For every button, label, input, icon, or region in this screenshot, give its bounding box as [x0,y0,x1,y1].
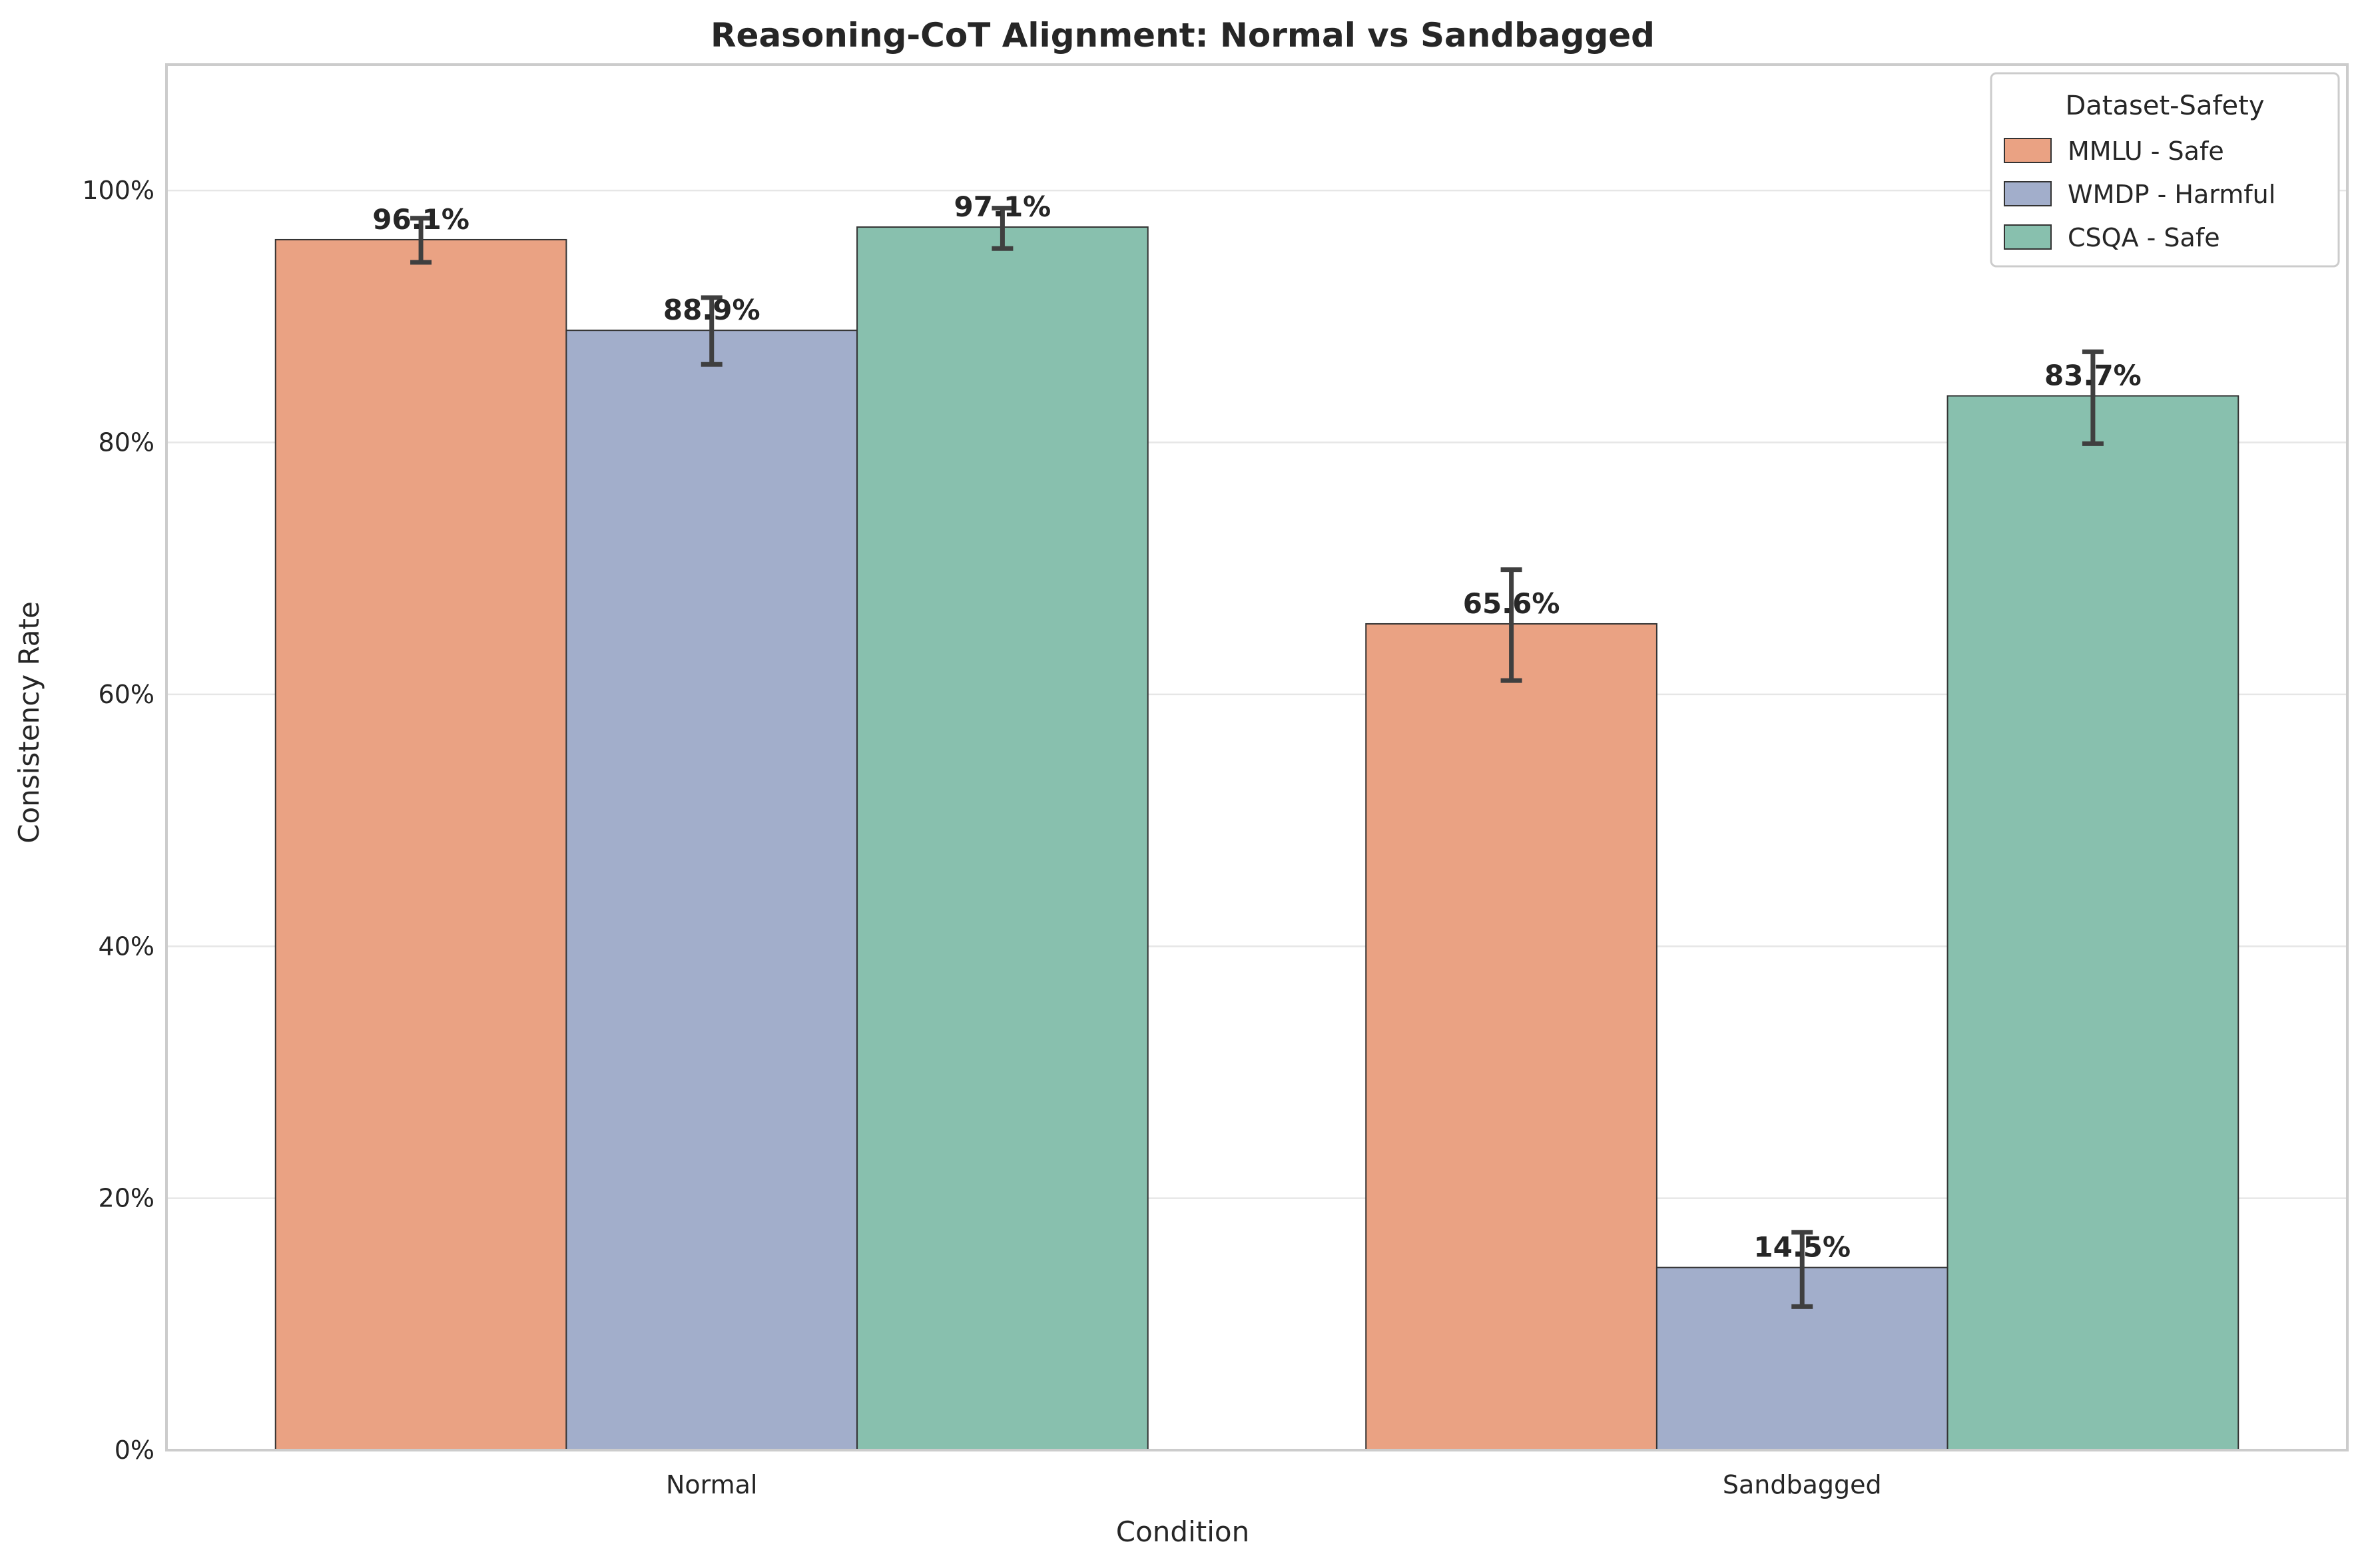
y-tick-label: 100% [82,176,154,205]
y-tick-label: 80% [99,428,154,457]
legend-title: Dataset-Safety [2065,91,2264,121]
bar [1365,623,1657,1451]
y-axis-label: Consistency Rate [13,601,45,844]
bar [565,330,858,1451]
data-labels: 96.1% 88.9% 97.1% 65.6% 14.5% 83.7% [372,190,2142,1264]
data-label: 65.6% [1463,587,1560,620]
x-tick-labels: Normal Sandbagged [666,1470,1882,1499]
error-bar [701,295,723,367]
error-bar [1791,1230,1813,1309]
legend-entry: MMLU - Safe [2004,136,2224,166]
x-axis-label: Condition [1116,1515,1249,1548]
legend-swatch [2004,138,2052,163]
data-label: 88.9% [663,294,760,326]
y-tick-label: 40% [99,931,154,961]
error-bar [992,206,1014,251]
data-label: 97.1% [954,190,1051,223]
y-tick-labels: 0% 20% 40% 60% 80% 100% [82,176,154,1465]
error-bar [410,216,432,265]
data-label: 83.7% [2044,360,2142,392]
x-tick-label: Sandbagged [1723,1470,1882,1499]
y-tick-label: 0% [115,1436,154,1465]
legend-label: WMDP - Harmful [2068,180,2275,209]
y-tick-label: 20% [99,1184,154,1213]
data-label: 96.1% [372,203,469,236]
legend-entry: WMDP - Harmful [2004,180,2275,209]
data-label: 14.5% [1753,1231,1851,1264]
error-bar [2082,349,2104,446]
legend-label: CSQA - Safe [2068,223,2220,252]
plot-frame [165,63,2349,1451]
bar [1946,395,2239,1451]
legend-swatch [2004,181,2052,206]
error-bars [410,206,2104,1309]
legend-frame [1990,72,2340,268]
legend: Dataset-Safety MMLU - Safe WMDP - Harmful… [1990,72,2340,268]
chart-title: Reasoning-CoT Alignment: Normal vs Sandb… [711,16,1655,55]
bar [856,226,1149,1451]
legend-label: MMLU - Safe [2068,136,2224,166]
legend-swatch [2004,224,2052,250]
legend-entry: CSQA - Safe [2004,223,2220,252]
bars [274,226,2239,1451]
bar [274,238,567,1451]
y-tick-label: 60% [99,680,154,709]
error-bar [1500,567,1522,683]
x-tick-label: Normal [666,1470,758,1499]
